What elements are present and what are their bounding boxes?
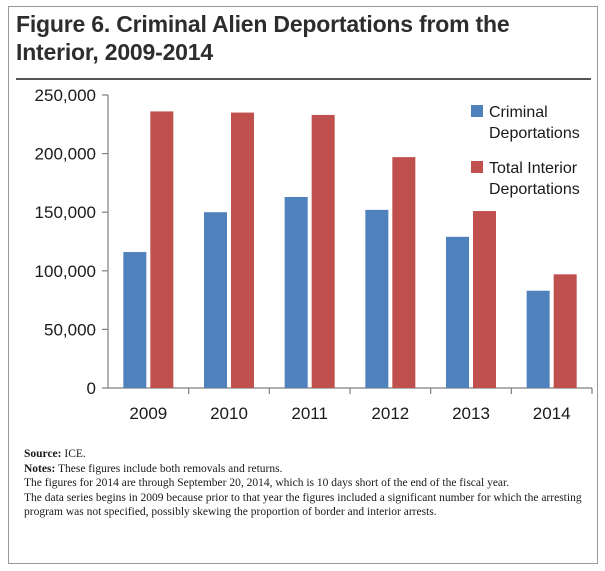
figure-title: Figure 6. Criminal Alien Deportations fr… [16, 11, 510, 65]
legend-label-criminal: Criminal Deportations [489, 104, 580, 142]
bar-criminal-2013 [446, 236, 469, 388]
notes-label: Notes: [24, 462, 56, 475]
notes-line-3: The data series begins in 2009 because p… [24, 491, 582, 519]
source-text: ICE. [61, 448, 86, 460]
bar-total-2010 [231, 112, 254, 388]
y-tick-label: 200,000 [35, 145, 96, 164]
legend-label-total: Total Interior Deportations [489, 160, 580, 198]
bar-criminal-2009 [123, 252, 147, 388]
x-tick-label: 2014 [533, 404, 571, 423]
bar-total-2013 [473, 211, 496, 388]
y-tick-label: 50,000 [44, 320, 96, 339]
bar-criminal-2011 [284, 196, 308, 388]
legend-swatch-total [471, 161, 483, 173]
source-line: Source: ICE. [24, 447, 589, 462]
bar-criminal-2010 [204, 212, 227, 388]
source-label: Source: [24, 448, 62, 460]
notes-text-1: These figures include both removals and … [55, 462, 283, 475]
y-tick-label: 150,000 [35, 203, 96, 222]
x-tick-label: 2011 [291, 404, 328, 423]
y-tick-label: 250,000 [35, 86, 96, 105]
bar-criminal-2014 [526, 290, 550, 388]
legend-swatch-criminal [471, 105, 483, 117]
bar-criminal-2012 [365, 209, 389, 388]
y-tick-label: 0 [87, 379, 96, 398]
notes-line-2: The figures for 2014 are through Septemb… [24, 477, 510, 489]
title-divider [16, 78, 591, 80]
bar-total-2014 [553, 274, 577, 388]
y-tick-label: 100,000 [35, 262, 96, 281]
x-tick-label: 2010 [210, 404, 248, 423]
notes-block: Source: ICE. Notes: These figures includ… [24, 447, 589, 520]
x-tick-label: 2009 [129, 404, 167, 423]
bar-chart: 0 50,000 100,000 150,000 200,000 250,000 2009 2… [35, 86, 593, 423]
x-tick-label: 2012 [371, 404, 409, 423]
notes-line-1: Notes: These figures include both remova… [24, 462, 589, 477]
bar-total-2009 [150, 111, 174, 389]
bar-total-2012 [392, 157, 416, 388]
x-tick-label: 2013 [452, 404, 490, 423]
bar-total-2011 [311, 114, 335, 388]
